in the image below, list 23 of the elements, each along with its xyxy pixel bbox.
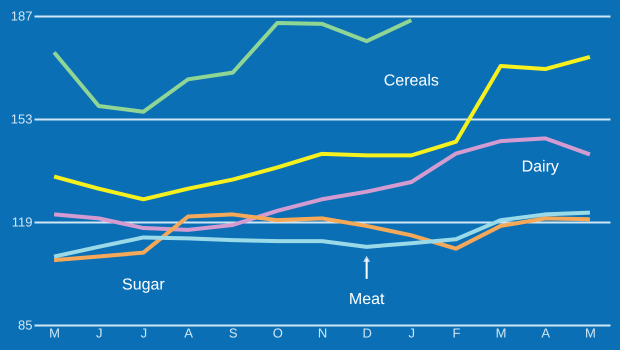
x-tick-label: A (184, 326, 194, 340)
series-label: Dairy (522, 158, 559, 176)
series-label: Sugar (122, 276, 166, 294)
x-tick-label: F (452, 326, 460, 340)
text: Cereals (384, 72, 439, 90)
x-tick-label: S (228, 326, 238, 340)
x-tick-label: O (272, 326, 283, 340)
line-series (52, 136, 592, 232)
y-tick-label: 153 (10, 112, 32, 126)
x-tick-label: J (96, 326, 102, 340)
x-tick-label: M (49, 326, 60, 340)
y-tick-label: 119 (12, 214, 32, 230)
y-tick-label: 85 (18, 318, 32, 332)
text: Meat (348, 290, 385, 308)
x-tick-label: A (541, 326, 550, 340)
x-tick-label: J (140, 326, 148, 340)
x-tick-label: M (584, 326, 596, 340)
x-tick-label: N (318, 326, 328, 340)
x-tick-label: M (496, 326, 507, 340)
x-tick-label: D (362, 326, 372, 340)
line-series (52, 54, 592, 202)
y-tick-label: 187 (10, 8, 32, 24)
x-tick-label: J (408, 326, 416, 340)
